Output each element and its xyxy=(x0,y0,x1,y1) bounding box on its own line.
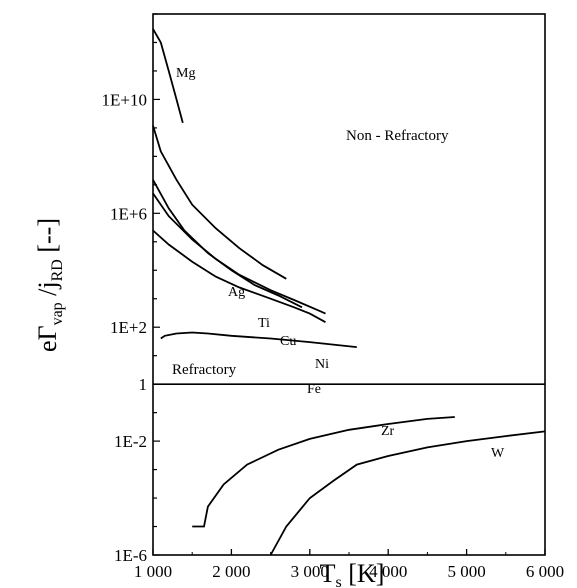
y-title-sub: RD xyxy=(49,259,66,281)
x-axis-title-text: Ts [K] xyxy=(320,559,385,588)
series-line-ag xyxy=(152,125,287,280)
y-tick-label: 1 xyxy=(139,375,148,394)
plot-border xyxy=(152,13,546,556)
x-tick-label: 1 000 xyxy=(134,562,172,581)
non-refractory-label: Non - Refractory xyxy=(346,128,449,144)
series-labels: Mg Ag Cu Ni Fe Ti Zr W Non - Refractory Refractor… xyxy=(172,66,505,461)
y-title-part: /j xyxy=(33,281,62,302)
y-title-part: [--] xyxy=(33,218,62,259)
y-tick-label: 1E-6 xyxy=(114,546,147,565)
y-tick-label: 1E+2 xyxy=(110,318,147,337)
x-title-sub: s xyxy=(336,574,342,588)
refractory-label: Refractory xyxy=(172,362,237,378)
y-title-part: eΓ xyxy=(33,325,62,352)
y-tick-label: 1E-2 xyxy=(114,432,147,451)
series-line-zr xyxy=(192,416,455,528)
x-tick-label: 3 000 xyxy=(291,562,329,581)
y-tick-label: 1E+6 xyxy=(110,204,147,223)
series-label-w: W xyxy=(491,446,505,461)
series-line-mg xyxy=(152,28,184,124)
y-axis-title-text: eΓvap /jRD [--] xyxy=(33,218,66,352)
x-title-part: [K] xyxy=(342,559,385,588)
x-tick-label: 6 000 xyxy=(526,562,564,581)
y-axis-title: eΓvap /jRD [--] xyxy=(33,218,66,352)
series-line-fe xyxy=(152,229,326,323)
series-line-w xyxy=(269,430,546,556)
series-group xyxy=(152,28,546,556)
series-label-ti: Ti xyxy=(258,316,270,331)
series-line-ni xyxy=(152,192,326,315)
x-axis-title: Ts [K] xyxy=(320,559,385,588)
x-tick-label: 2 000 xyxy=(212,562,250,581)
plot-frame xyxy=(152,13,546,556)
series-label-ni: Ni xyxy=(315,357,329,372)
x-title-part: T xyxy=(320,559,336,588)
x-tick-label: 4 000 xyxy=(369,562,407,581)
series-line-ti xyxy=(160,331,357,348)
series-label-fe: Fe xyxy=(307,382,321,397)
series-label-zr: Zr xyxy=(381,424,395,439)
y-title-sub: vap xyxy=(49,302,66,325)
series-label-mg: Mg xyxy=(176,66,195,81)
y-tick-label: 1E+10 xyxy=(102,90,147,109)
axis-ticks: 1 000 2 000 3 000 4 000 5 000 6 000 1E-6 1E-2 1 1… xyxy=(102,13,564,581)
x-tick-label: 5 000 xyxy=(447,562,485,581)
series-label-cu: Cu xyxy=(280,334,296,349)
series-label-ag: Ag xyxy=(228,285,245,300)
